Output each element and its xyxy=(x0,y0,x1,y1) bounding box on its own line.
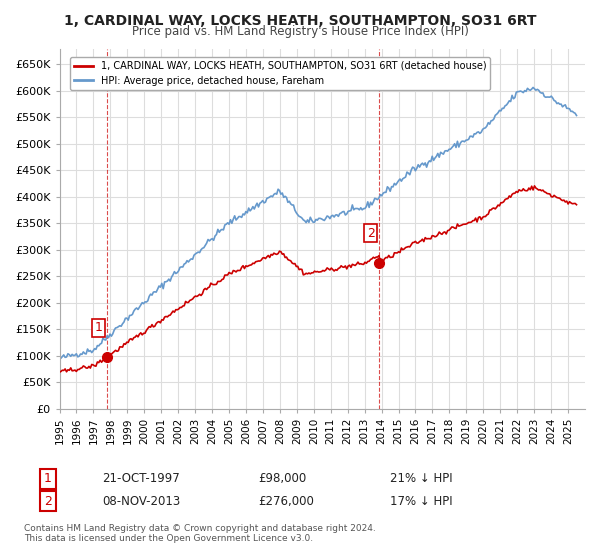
Text: 1: 1 xyxy=(95,321,103,334)
Text: 17% ↓ HPI: 17% ↓ HPI xyxy=(390,494,452,508)
Text: Contains HM Land Registry data © Crown copyright and database right 2024.
This d: Contains HM Land Registry data © Crown c… xyxy=(24,524,376,543)
Text: 2: 2 xyxy=(44,494,52,508)
Text: £98,000: £98,000 xyxy=(258,472,306,486)
Text: Price paid vs. HM Land Registry's House Price Index (HPI): Price paid vs. HM Land Registry's House … xyxy=(131,25,469,38)
Text: 21% ↓ HPI: 21% ↓ HPI xyxy=(390,472,452,486)
Text: 21-OCT-1997: 21-OCT-1997 xyxy=(102,472,180,486)
Text: 1, CARDINAL WAY, LOCKS HEATH, SOUTHAMPTON, SO31 6RT: 1, CARDINAL WAY, LOCKS HEATH, SOUTHAMPTO… xyxy=(64,14,536,28)
Legend: 1, CARDINAL WAY, LOCKS HEATH, SOUTHAMPTON, SO31 6RT (detached house), HPI: Avera: 1, CARDINAL WAY, LOCKS HEATH, SOUTHAMPTO… xyxy=(70,57,490,90)
Text: £276,000: £276,000 xyxy=(258,494,314,508)
Text: 08-NOV-2013: 08-NOV-2013 xyxy=(102,494,180,508)
Text: 2: 2 xyxy=(367,227,374,240)
Text: 1: 1 xyxy=(44,472,52,486)
